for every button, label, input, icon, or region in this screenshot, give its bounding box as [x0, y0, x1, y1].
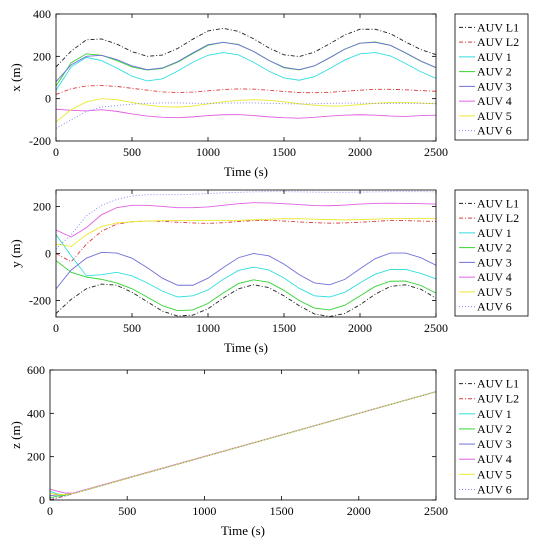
x-tick-label: 0	[53, 145, 59, 159]
series-line-auv-4	[50, 391, 436, 494]
series-line-auv-3	[56, 251, 436, 290]
series-group	[56, 191, 436, 317]
y-tick-label: 0	[45, 92, 51, 106]
legend-label: AUV L1	[477, 196, 519, 210]
x-tick-label: 2500	[424, 145, 448, 159]
plot-area-frame	[55, 13, 437, 142]
series-line-auv-1	[56, 52, 436, 91]
y-tick-label: 0	[39, 493, 45, 507]
y-tick-label: 400	[33, 7, 51, 21]
legend-box	[454, 189, 529, 317]
legend-label: AUV 1	[477, 226, 512, 240]
legend-label: AUV 3	[477, 437, 512, 451]
series-line-auv-l1	[56, 283, 436, 317]
legend-label: AUV 2	[477, 65, 512, 79]
x-axis-label: Time (s)	[224, 164, 268, 179]
legend-label: AUV L2	[477, 392, 519, 406]
y-axis-label: x (m)	[8, 63, 23, 92]
x-tick-label: 500	[123, 145, 141, 159]
x-tick-label: 500	[118, 504, 136, 518]
x-tick-label: 500	[123, 321, 141, 335]
x-tick-label: 1000	[196, 321, 220, 335]
x-tick-label: 1500	[272, 145, 296, 159]
legend-label: AUV 3	[477, 79, 512, 93]
y-tick-label: 200	[33, 49, 51, 63]
x-axis-label: Time (s)	[221, 523, 265, 538]
legend-box	[454, 369, 529, 500]
x-tick-label: 0	[47, 504, 53, 518]
x-tick-label: 2000	[347, 504, 371, 518]
y-tick-label: -200	[29, 294, 51, 308]
y-tick-label: 200	[27, 450, 45, 464]
x-tick-label: 1500	[272, 321, 296, 335]
x-tick-label: 2500	[424, 321, 448, 335]
series-line-auv-6	[50, 391, 436, 500]
legend-label: AUV 1	[477, 50, 512, 64]
x-tick-label: 1000	[196, 145, 220, 159]
series-group	[50, 391, 436, 500]
x-tick-label: 0	[53, 321, 59, 335]
legend-label: AUV 4	[477, 94, 512, 108]
series-line-auv-l2	[56, 219, 436, 263]
y-tick-label: 200	[33, 199, 51, 213]
x-tick-label: 2500	[424, 504, 448, 518]
series-line-auv-6	[56, 102, 436, 129]
legend-label: AUV 5	[477, 109, 512, 123]
series-line-auv-3	[50, 391, 436, 497]
series-line-auv-l2	[56, 85, 436, 95]
chart-panel-3: 0 500 1000 1500 2000 2500 0 200 400 600 Time (s) z …	[8, 363, 529, 538]
series-line-auv-1	[50, 391, 436, 496]
legend-label: AUV 3	[477, 255, 512, 269]
y-axis-label: z (m)	[8, 421, 23, 449]
legend-label: AUV L2	[477, 35, 519, 49]
legend-label: AUV 2	[477, 241, 512, 255]
legend-label: AUV 6	[477, 482, 512, 496]
x-tick-label: 2000	[348, 145, 372, 159]
legend-label: AUV 6	[477, 300, 512, 314]
legend-label: AUV 4	[477, 270, 512, 284]
legend-label: AUV 2	[477, 422, 512, 436]
x-tick-label: 1000	[192, 504, 216, 518]
legend-label: AUV L2	[477, 211, 519, 225]
legend-label: AUV 4	[477, 452, 512, 466]
legend-label: AUV 5	[477, 285, 512, 299]
x-tick-label: 1500	[270, 504, 294, 518]
series-line-auv-4	[56, 202, 436, 238]
series-group	[56, 27, 436, 129]
series-line-auv-1	[56, 234, 436, 298]
legend-label: AUV L1	[477, 377, 519, 391]
y-tick-label: 400	[27, 406, 45, 420]
plot-area-frame	[49, 369, 437, 501]
x-axis-label: Time (s)	[224, 340, 268, 355]
legend-label: AUV 5	[477, 467, 512, 481]
legend-label: AUV 1	[477, 407, 512, 421]
y-tick-label: 600	[27, 363, 45, 377]
series-line-auv-3	[56, 41, 436, 83]
legend-label: AUV L1	[477, 20, 519, 34]
x-tick-label: 2000	[348, 321, 372, 335]
series-line-auv-l1	[56, 27, 436, 68]
y-tick-label: 0	[45, 247, 51, 261]
legend-box	[454, 13, 529, 141]
series-line-auv-5	[56, 98, 436, 123]
series-line-auv-5	[56, 218, 436, 247]
series-line-auv-4	[56, 108, 436, 119]
y-axis-label: y (m)	[8, 239, 23, 268]
series-line-auv-2	[56, 260, 436, 312]
series-line-auv-6	[56, 191, 436, 250]
legend-label: AUV 6	[477, 124, 512, 138]
series-line-auv-5	[50, 391, 436, 496]
y-tick-label: -200	[29, 134, 51, 148]
